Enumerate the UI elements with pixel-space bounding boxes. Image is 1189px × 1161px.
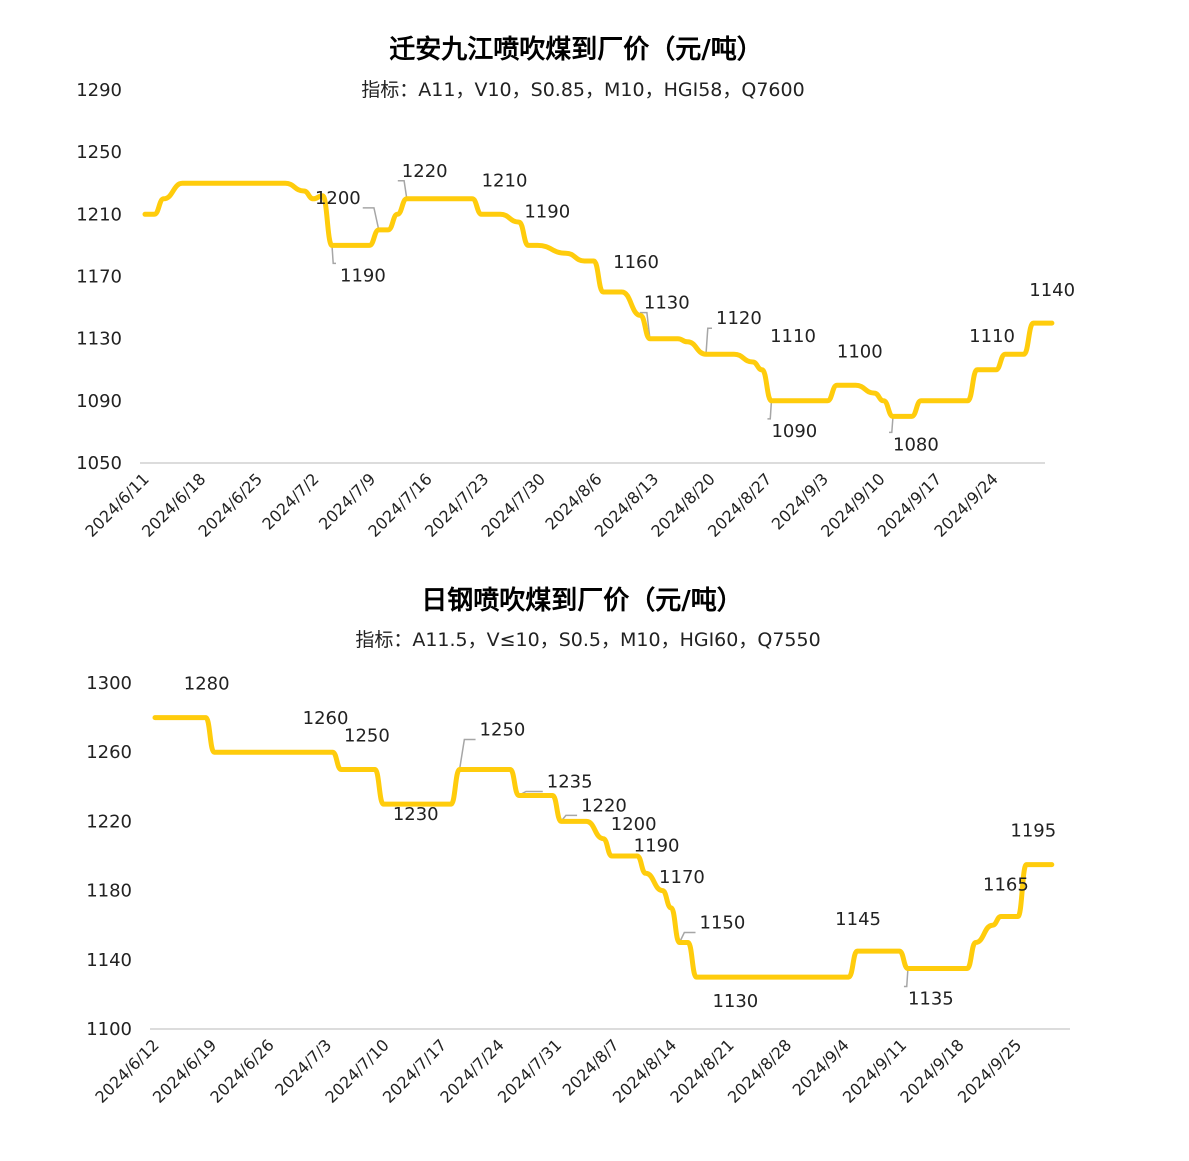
data-label: 1165 [983,875,1029,896]
data-label: 1250 [344,726,390,747]
label-leader [397,180,408,199]
label-leader [639,311,651,339]
y-tick-label: 1300 [86,673,132,694]
label-leaders [458,738,909,988]
data-label: 1110 [770,326,816,347]
x-tick-label: 2024/7/2 [258,469,322,533]
data-label: 1250 [480,720,526,741]
y-tick-label: 1140 [86,950,132,971]
y-tick-label: 1100 [86,1019,132,1040]
y-tick-label: 1170 [76,267,122,288]
data-label: 1230 [393,804,439,825]
data-label: 1130 [644,293,690,314]
chart-subtitle: 指标：A11.5，V≤10，S0.5，M10，HGI60，Q7550 [355,629,820,651]
chart-qianan: 迁安九江喷吹煤到厂价（元/吨） 指标：A11，V10，S0.85，M10，HGI… [76,35,1075,541]
data-label: 1135 [908,988,954,1009]
data-label: 1110 [969,326,1015,347]
series-line [152,715,1055,980]
y-tick-label: 1250 [76,142,122,163]
data-label: 1080 [893,434,939,455]
y-tick-label: 1090 [76,391,122,412]
data-label: 1195 [1010,821,1056,842]
x-tick-labels: 2024/6/122024/6/192024/6/262024/7/32024/… [91,1035,1025,1106]
data-label: 1200 [315,188,361,209]
data-label: 1200 [611,814,657,835]
y-tick-label: 1210 [76,204,122,225]
chart-title: 迁安九江喷吹煤到厂价（元/吨） [389,35,763,65]
data-label: 1220 [402,161,448,182]
chart-title: 日钢喷吹煤到厂价（元/吨） [421,586,743,616]
data-label: 1190 [524,201,570,222]
chart-rizhao: 日钢喷吹煤到厂价（元/吨） 指标：A11.5，V≤10，S0.5，M10，HGI… [86,586,1070,1107]
label-leaders [331,180,894,434]
label-leader [678,931,696,943]
data-labels: 1220 1200 1190 1210 1190 1160 1130 1120 1110 1090… [315,161,1075,456]
y-tick-label: 1220 [86,811,132,832]
y-tick-label: 1260 [86,742,132,763]
data-label: 1210 [482,170,528,191]
y-tick-label: 1290 [76,80,122,101]
x-tick-labels: 2024/6/112024/6/182024/6/252024/7/22024/… [81,469,1001,540]
data-label: 1100 [837,341,883,362]
y-tick-label: 1130 [76,329,122,350]
series-line [142,180,1055,419]
data-label: 1170 [659,867,705,888]
y-tick-label: 1180 [86,881,132,902]
data-label: 1260 [303,708,349,729]
label-leader [458,738,476,770]
y-tick-labels: 1100 1140 1180 1220 1260 1300 [86,673,132,1040]
y-tick-labels: 1050 1090 1130 1170 1210 1250 1290 [76,80,122,474]
data-label: 1090 [771,421,817,442]
data-label: 1190 [634,835,680,856]
data-label: 1280 [184,674,230,695]
label-leader [362,207,380,231]
data-label: 1220 [581,795,627,816]
data-label: 1160 [613,252,659,273]
y-tick-label: 1050 [76,453,122,474]
data-label: 1130 [712,991,758,1012]
data-label: 1235 [547,771,593,792]
label-leader [767,400,773,420]
data-label: 1120 [716,308,762,329]
label-leader [705,327,712,355]
label-leader [889,416,894,434]
chart-subtitle: 指标：A11，V10，S0.85，M10，HGI58，Q7600 [361,79,804,101]
data-label: 1190 [340,265,386,286]
data-label: 1140 [1029,280,1075,301]
data-label: 1145 [835,909,881,930]
label-leader [903,968,909,988]
data-labels: 1280126012501230125012351220120011901170… [184,674,1056,1013]
data-label: 1150 [700,913,746,934]
label-leader [331,245,336,265]
